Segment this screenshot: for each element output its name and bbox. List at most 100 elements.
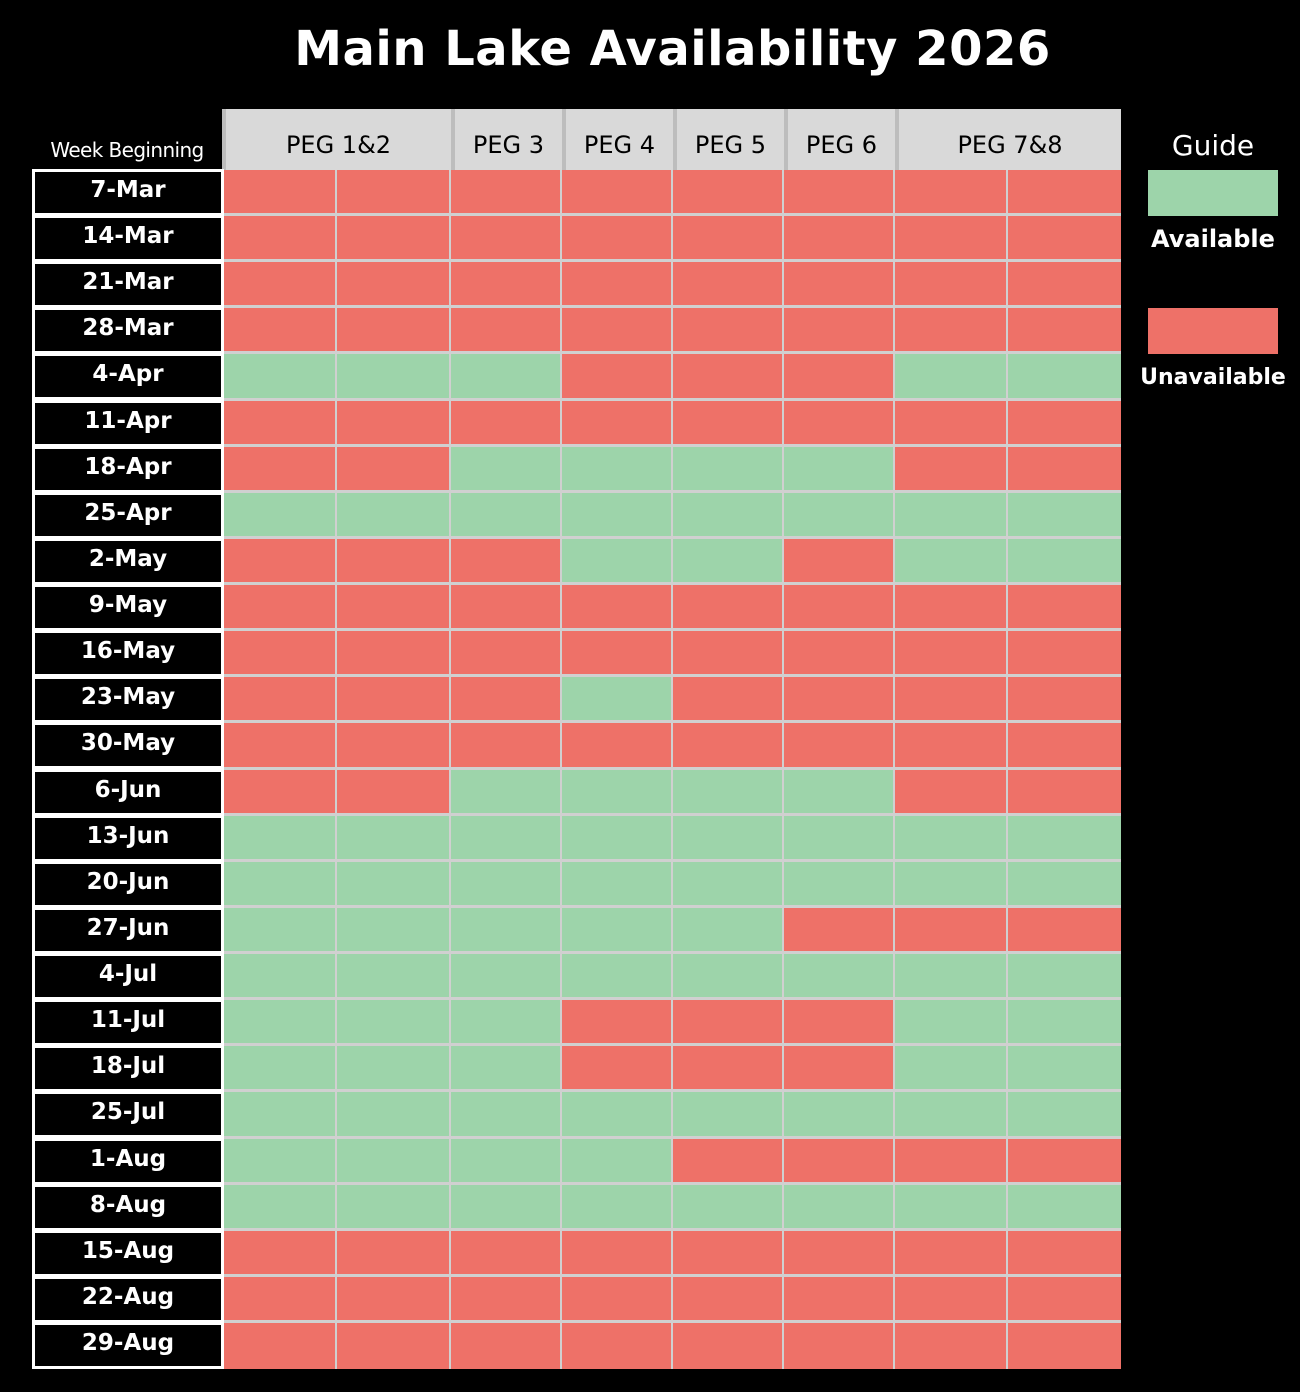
cell-unavailable: [224, 539, 337, 585]
cell-available: [451, 1000, 562, 1046]
cell-unavailable: [224, 770, 337, 816]
cell-unavailable: [1008, 1231, 1121, 1277]
cell-unavailable: [784, 723, 895, 770]
available-swatch: [1148, 170, 1278, 216]
cell-available: [451, 1092, 562, 1139]
cell-available: [784, 954, 895, 1000]
week-label: 25-Apr: [32, 492, 224, 539]
cell-available: [451, 816, 562, 862]
week-label: 21-Mar: [32, 261, 224, 308]
cell-available: [895, 954, 1008, 1000]
cell-available: [673, 816, 784, 862]
cell-unavailable: [895, 770, 1008, 816]
cell-unavailable: [895, 677, 1008, 723]
cell-unavailable: [1008, 723, 1121, 770]
cell-unavailable: [895, 262, 1008, 308]
cell-unavailable: [337, 770, 451, 816]
cell-unavailable: [1008, 401, 1121, 447]
week-label: 25-Jul: [32, 1091, 224, 1138]
cell-unavailable: [562, 401, 673, 447]
week-label: 16-May: [32, 630, 224, 677]
cell-available: [895, 1092, 1008, 1139]
week-label: 28-Mar: [32, 307, 224, 354]
cell-unavailable: [224, 262, 337, 308]
cell-unavailable: [1008, 770, 1121, 816]
available-label: Available: [1151, 225, 1275, 253]
cell-unavailable: [784, 585, 895, 631]
cell-unavailable: [673, 1046, 784, 1092]
cell-available: [224, 1000, 337, 1046]
week-label: 11-Apr: [32, 400, 224, 447]
cell-unavailable: [895, 631, 1008, 677]
unavailable-swatch: [1148, 308, 1278, 354]
cell-available: [224, 1092, 337, 1139]
cell-available: [784, 862, 895, 908]
cell-unavailable: [895, 1277, 1008, 1323]
cell-available: [562, 677, 673, 723]
cell-unavailable: [1008, 262, 1121, 308]
cell-available: [1008, 1000, 1121, 1046]
cell-available: [895, 1000, 1008, 1046]
cell-unavailable: [451, 170, 562, 216]
cell-available: [784, 447, 895, 493]
cell-available: [1008, 1092, 1121, 1139]
cell-unavailable: [673, 585, 784, 631]
cell-unavailable: [224, 1323, 337, 1369]
week-label: 4-Apr: [32, 353, 224, 400]
cell-unavailable: [562, 1323, 673, 1369]
cell-available: [337, 954, 451, 1000]
week-label: 18-Jul: [32, 1045, 224, 1092]
cell-available: [1008, 816, 1121, 862]
cell-unavailable: [562, 1000, 673, 1046]
cell-available: [337, 354, 451, 401]
cell-available: [337, 816, 451, 862]
cell-unavailable: [673, 170, 784, 216]
cell-unavailable: [451, 308, 562, 354]
cell-available: [224, 954, 337, 1000]
cell-available: [451, 493, 562, 539]
cell-unavailable: [451, 723, 562, 770]
cell-available: [784, 1185, 895, 1231]
cell-unavailable: [451, 539, 562, 585]
week-label: 22-Aug: [32, 1276, 224, 1323]
cell-unavailable: [337, 262, 451, 308]
cell-unavailable: [784, 908, 895, 954]
cell-available: [337, 1092, 451, 1139]
cell-available: [1008, 862, 1121, 908]
cell-available: [673, 954, 784, 1000]
cell-available: [562, 493, 673, 539]
week-label: 4-Jul: [32, 953, 224, 1000]
peg-header: PEG 5: [673, 109, 784, 170]
cell-unavailable: [673, 308, 784, 354]
cell-unavailable: [451, 1277, 562, 1323]
cell-available: [224, 1185, 337, 1231]
cell-available: [562, 1185, 673, 1231]
cell-available: [673, 862, 784, 908]
cell-unavailable: [784, 216, 895, 262]
cell-unavailable: [562, 631, 673, 677]
cell-unavailable: [895, 401, 1008, 447]
cell-unavailable: [1008, 170, 1121, 216]
cell-unavailable: [562, 1277, 673, 1323]
cell-available: [1008, 1185, 1121, 1231]
cell-unavailable: [895, 723, 1008, 770]
cell-unavailable: [451, 1231, 562, 1277]
cell-available: [673, 770, 784, 816]
cell-unavailable: [784, 354, 895, 401]
cell-unavailable: [784, 1323, 895, 1369]
cell-available: [337, 908, 451, 954]
cell-unavailable: [337, 1277, 451, 1323]
cell-unavailable: [451, 631, 562, 677]
cell-available: [562, 770, 673, 816]
cell-unavailable: [673, 631, 784, 677]
cell-unavailable: [673, 1231, 784, 1277]
peg-header: PEG 4: [562, 109, 673, 170]
cell-unavailable: [337, 539, 451, 585]
cell-unavailable: [895, 447, 1008, 493]
cell-unavailable: [337, 677, 451, 723]
cell-unavailable: [1008, 308, 1121, 354]
week-label: 9-May: [32, 584, 224, 631]
week-label: 14-Mar: [32, 215, 224, 262]
cell-unavailable: [895, 1231, 1008, 1277]
cell-available: [784, 1092, 895, 1139]
